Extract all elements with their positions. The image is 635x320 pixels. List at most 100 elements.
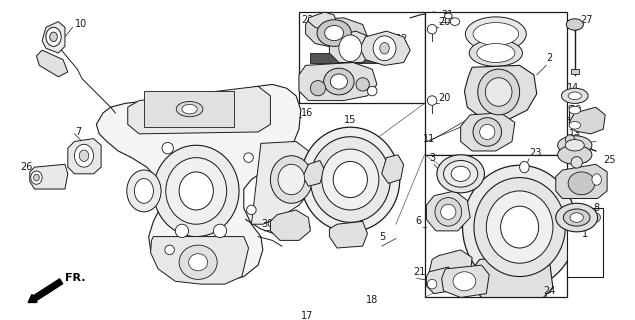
Ellipse shape <box>558 136 592 155</box>
Text: 7: 7 <box>76 127 82 137</box>
Ellipse shape <box>556 203 598 232</box>
Polygon shape <box>97 84 301 281</box>
Ellipse shape <box>162 142 173 154</box>
Polygon shape <box>271 210 311 240</box>
Ellipse shape <box>50 32 57 42</box>
Text: 20: 20 <box>438 93 450 103</box>
Ellipse shape <box>569 122 580 129</box>
Ellipse shape <box>179 245 217 279</box>
Ellipse shape <box>462 165 577 289</box>
Ellipse shape <box>571 157 582 168</box>
Text: 24: 24 <box>544 286 556 296</box>
Ellipse shape <box>479 124 495 140</box>
Ellipse shape <box>477 44 515 62</box>
Polygon shape <box>569 107 605 134</box>
Ellipse shape <box>79 150 89 162</box>
Ellipse shape <box>330 74 347 89</box>
Ellipse shape <box>34 174 39 181</box>
Ellipse shape <box>333 162 368 197</box>
Ellipse shape <box>465 17 526 51</box>
Ellipse shape <box>30 171 42 184</box>
Ellipse shape <box>500 206 538 248</box>
Text: 23: 23 <box>529 148 542 158</box>
Text: 27: 27 <box>580 15 593 25</box>
Text: 25: 25 <box>603 156 616 165</box>
Ellipse shape <box>356 78 370 91</box>
Ellipse shape <box>473 118 502 146</box>
Ellipse shape <box>591 213 601 222</box>
Text: 28: 28 <box>567 134 580 144</box>
Ellipse shape <box>485 78 512 106</box>
Ellipse shape <box>154 145 239 236</box>
Ellipse shape <box>474 178 565 276</box>
Text: 15: 15 <box>344 115 356 124</box>
Polygon shape <box>305 18 368 48</box>
Ellipse shape <box>311 137 391 222</box>
Polygon shape <box>42 22 65 53</box>
Polygon shape <box>429 250 472 284</box>
Polygon shape <box>464 65 537 120</box>
Ellipse shape <box>380 43 389 54</box>
Ellipse shape <box>278 164 305 195</box>
Polygon shape <box>36 50 68 77</box>
Ellipse shape <box>435 197 462 226</box>
Ellipse shape <box>568 172 595 195</box>
Polygon shape <box>299 62 377 100</box>
Polygon shape <box>360 31 410 65</box>
Ellipse shape <box>127 170 161 212</box>
Ellipse shape <box>473 23 519 45</box>
Text: 31: 31 <box>441 10 454 20</box>
Ellipse shape <box>301 127 400 232</box>
Bar <box>567 208 603 276</box>
Ellipse shape <box>311 81 326 96</box>
Ellipse shape <box>166 158 227 224</box>
Ellipse shape <box>244 153 253 162</box>
Text: 14: 14 <box>569 150 581 160</box>
Ellipse shape <box>451 166 470 181</box>
Ellipse shape <box>486 191 553 263</box>
Bar <box>144 91 234 127</box>
Text: 6: 6 <box>415 216 421 226</box>
Ellipse shape <box>135 179 154 203</box>
Ellipse shape <box>441 204 456 220</box>
Text: 3: 3 <box>429 153 436 163</box>
Text: 19: 19 <box>387 45 399 55</box>
Polygon shape <box>556 164 607 198</box>
Ellipse shape <box>271 156 312 203</box>
Text: FR.: FR. <box>65 273 86 284</box>
Ellipse shape <box>317 20 351 46</box>
Text: 9: 9 <box>567 105 573 115</box>
FancyArrow shape <box>28 279 63 302</box>
Bar <box>425 12 567 155</box>
Text: 26: 26 <box>20 162 32 172</box>
Bar <box>569 110 580 125</box>
Ellipse shape <box>165 245 175 255</box>
Ellipse shape <box>519 162 529 173</box>
Polygon shape <box>460 113 515 151</box>
Ellipse shape <box>478 69 519 115</box>
Ellipse shape <box>592 174 601 185</box>
Text: 12: 12 <box>396 34 408 44</box>
Text: 2: 2 <box>546 53 552 63</box>
Ellipse shape <box>570 213 584 222</box>
Polygon shape <box>382 155 404 183</box>
Ellipse shape <box>443 161 478 187</box>
Ellipse shape <box>179 172 213 210</box>
Polygon shape <box>474 256 553 298</box>
Text: 11: 11 <box>423 134 435 144</box>
Text: 16: 16 <box>301 108 313 118</box>
Text: 13: 13 <box>569 129 581 139</box>
Polygon shape <box>330 31 372 62</box>
Ellipse shape <box>373 36 396 60</box>
Ellipse shape <box>324 68 354 95</box>
Bar <box>299 12 425 103</box>
Polygon shape <box>441 265 489 298</box>
Bar <box>425 155 567 298</box>
Text: 17: 17 <box>301 311 313 320</box>
Polygon shape <box>303 161 324 186</box>
Ellipse shape <box>246 205 256 215</box>
Ellipse shape <box>561 88 588 103</box>
Ellipse shape <box>558 145 592 164</box>
Polygon shape <box>30 164 68 189</box>
Ellipse shape <box>427 279 437 289</box>
